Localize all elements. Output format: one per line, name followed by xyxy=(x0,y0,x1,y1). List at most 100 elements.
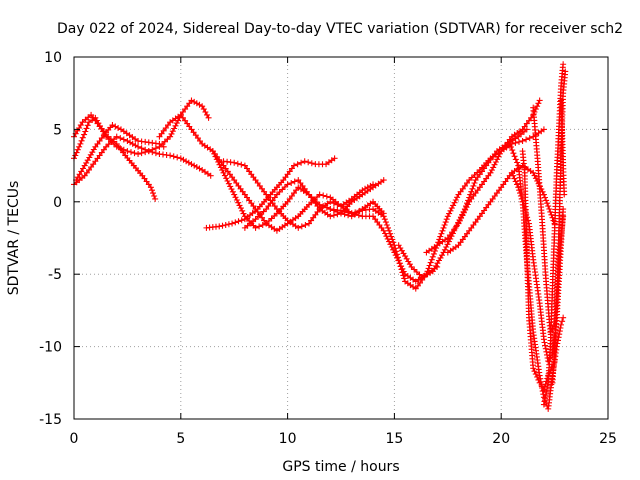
sample-marker xyxy=(401,275,408,282)
sample-marker xyxy=(330,200,337,207)
sample-marker xyxy=(421,272,428,279)
sample-marker xyxy=(388,233,395,240)
sample-marker xyxy=(82,128,89,135)
data-point xyxy=(508,169,515,176)
data-series xyxy=(71,61,569,412)
sample-marker xyxy=(227,183,234,190)
sample-marker xyxy=(232,219,239,226)
sample-marker xyxy=(235,218,242,225)
data-point xyxy=(327,213,334,220)
sample-marker xyxy=(191,98,198,105)
sample-marker xyxy=(556,328,563,335)
sample-marker xyxy=(444,241,451,248)
data-point xyxy=(301,158,308,165)
sample-marker xyxy=(439,252,445,259)
sample-marker xyxy=(467,191,474,198)
data-point xyxy=(380,213,387,220)
y-tick-label: 0 xyxy=(53,195,62,211)
data-point xyxy=(380,227,387,234)
sample-marker xyxy=(547,208,554,215)
sample-marker xyxy=(460,209,467,216)
data-point xyxy=(85,119,92,126)
data-point xyxy=(207,172,214,179)
data-point xyxy=(519,198,526,205)
sample-marker xyxy=(459,212,466,219)
sample-marker xyxy=(396,260,403,267)
plot-frame xyxy=(73,56,609,420)
sample-marker xyxy=(471,180,478,186)
axes: 0 5 10 15 20 25 10 5 0 -5 -10 -15 xyxy=(39,50,617,447)
data-point xyxy=(205,114,212,121)
data-point xyxy=(331,155,338,162)
data-point xyxy=(530,365,537,372)
sample-marker xyxy=(174,154,181,161)
sample-marker xyxy=(238,161,245,168)
sample-marker xyxy=(170,153,177,160)
sample-marker xyxy=(427,259,434,266)
sample-marker xyxy=(229,188,236,195)
sample-marker xyxy=(393,248,400,255)
sample-marker xyxy=(544,200,551,207)
data-point xyxy=(231,159,238,166)
sample-marker xyxy=(381,216,388,223)
x-tick-label: 0 xyxy=(70,431,79,447)
data-point xyxy=(284,181,291,188)
sample-marker xyxy=(149,146,156,153)
sample-marker xyxy=(341,208,348,215)
sample-marker xyxy=(294,161,301,168)
sample-marker xyxy=(395,257,402,264)
data-point xyxy=(229,220,236,227)
sample-marker xyxy=(442,219,449,226)
x-axis-label: GPS time / hours xyxy=(282,459,399,475)
sample-marker xyxy=(424,271,431,278)
sample-marker xyxy=(522,208,529,215)
data-point xyxy=(231,191,238,198)
sample-marker xyxy=(445,238,452,245)
sample-marker xyxy=(132,142,139,149)
sample-marker xyxy=(185,159,192,166)
data-point xyxy=(160,143,167,150)
sample-marker xyxy=(413,269,420,275)
y-axis-label: SDTVAR / TECUs xyxy=(6,181,22,296)
sample-marker xyxy=(291,178,298,185)
sample-marker xyxy=(535,100,542,107)
sample-marker xyxy=(83,159,90,166)
sample-marker xyxy=(81,131,88,138)
sample-marker xyxy=(441,222,448,228)
sample-marker xyxy=(508,144,514,150)
sample-marker xyxy=(387,230,394,237)
data-point xyxy=(560,314,567,321)
sample-marker xyxy=(525,217,532,224)
sample-marker xyxy=(298,223,305,230)
sample-marker xyxy=(556,331,563,338)
sample-marker xyxy=(543,348,550,355)
data-point xyxy=(113,133,120,140)
sample-marker xyxy=(488,167,495,174)
sample-marker xyxy=(541,398,548,405)
sample-marker xyxy=(168,130,175,137)
sample-marker xyxy=(516,138,522,145)
sample-marker xyxy=(544,382,551,389)
sample-marker xyxy=(164,136,171,143)
sample-marker xyxy=(390,239,397,246)
sample-marker xyxy=(228,186,235,193)
series-arc-13 xyxy=(444,162,558,256)
sample-marker xyxy=(191,162,198,169)
sample-marker xyxy=(225,221,232,228)
data-point xyxy=(506,140,513,147)
sample-marker xyxy=(183,158,190,165)
sample-marker xyxy=(219,167,226,174)
sample-marker xyxy=(235,199,242,206)
sample-marker xyxy=(517,193,524,199)
data-point xyxy=(560,213,567,220)
sample-marker xyxy=(224,178,231,184)
sample-marker xyxy=(400,272,407,279)
data-point xyxy=(177,155,184,162)
sample-marker xyxy=(383,222,390,228)
data-point xyxy=(216,223,223,230)
sample-marker xyxy=(428,256,435,263)
sample-marker xyxy=(543,197,550,204)
data-point xyxy=(167,152,174,159)
sample-marker xyxy=(298,159,305,166)
x-tick-label: 20 xyxy=(492,431,510,447)
